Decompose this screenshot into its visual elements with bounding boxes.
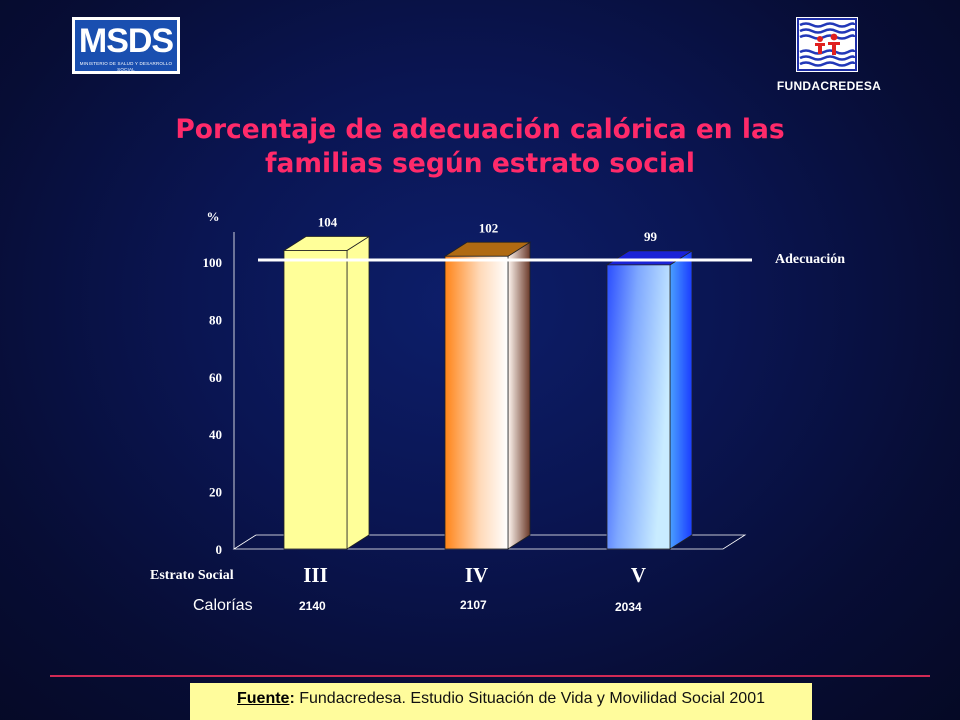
category-axis-label: Estrato Social — [150, 568, 234, 583]
bar-side — [669, 250, 693, 550]
msds-logo-subtitle: MINISTERIO DE SALUD Y DESARROLLO SOCIAL — [79, 61, 173, 72]
bar — [283, 250, 348, 550]
chart-title-line-2: familias según estrato social — [264, 148, 696, 179]
y-tick-label: 60 — [209, 370, 222, 385]
bar-side — [507, 241, 531, 550]
fundacredesa-logo — [796, 17, 858, 72]
msds-logo-word: MSDS — [78, 22, 174, 60]
msds-logo: MSDS MINISTERIO DE SALUD Y DESARROLLO SO… — [72, 17, 180, 74]
chart-axes: 0 20 40 60 80 100% — [203, 209, 235, 557]
source-text: Fundacredesa. Estudio Situación de Vida … — [294, 690, 765, 707]
calories-value: 2034 — [615, 600, 642, 614]
calories-label: Calorías — [193, 597, 253, 614]
footer-separator — [50, 675, 930, 677]
y-tick-label: 100 — [203, 255, 223, 270]
chart-floor-outline — [232, 534, 747, 550]
chart-labels: 104 102 99 Adecuación Estrato Social III IV V Ca… — [150, 215, 845, 614]
chart-title: Porcentaje de adecuación calórica en las… — [120, 113, 840, 181]
bar-value-label: 104 — [318, 215, 338, 230]
bar — [444, 255, 509, 550]
category-label: V — [631, 563, 646, 587]
bar-value-label: 99 — [644, 229, 658, 244]
category-label: III — [303, 563, 328, 587]
calories-value: 2140 — [299, 599, 326, 613]
bar-value-label: 102 — [479, 220, 499, 235]
y-axis-label: % — [207, 209, 220, 224]
y-tick-label: 20 — [209, 485, 222, 500]
calories-value: 2107 — [460, 598, 487, 612]
source-label: Fuente — [237, 690, 290, 707]
y-tick-label: 40 — [209, 427, 222, 442]
bar — [606, 264, 671, 550]
y-tick-label: 0 — [216, 542, 223, 557]
source-box: Fuente: Fundacredesa. Estudio Situación … — [190, 683, 812, 720]
bar-side — [346, 235, 370, 550]
source-text-line: Fuente: Fundacredesa. Estudio Situación … — [237, 690, 765, 707]
msds-logo-box: MSDS MINISTERIO DE SALUD Y DESARROLLO SO… — [75, 20, 177, 72]
chart-bars — [258, 235, 752, 550]
fundacredesa-label: FUNDACREDESA — [776, 79, 882, 93]
chart-floor — [232, 534, 747, 550]
chart-title-line-1: Porcentaje de adecuación calórica en las — [175, 114, 785, 145]
y-tick-label: 80 — [209, 312, 222, 327]
reference-line-label: Adecuación — [775, 252, 845, 267]
category-label: IV — [465, 563, 488, 587]
